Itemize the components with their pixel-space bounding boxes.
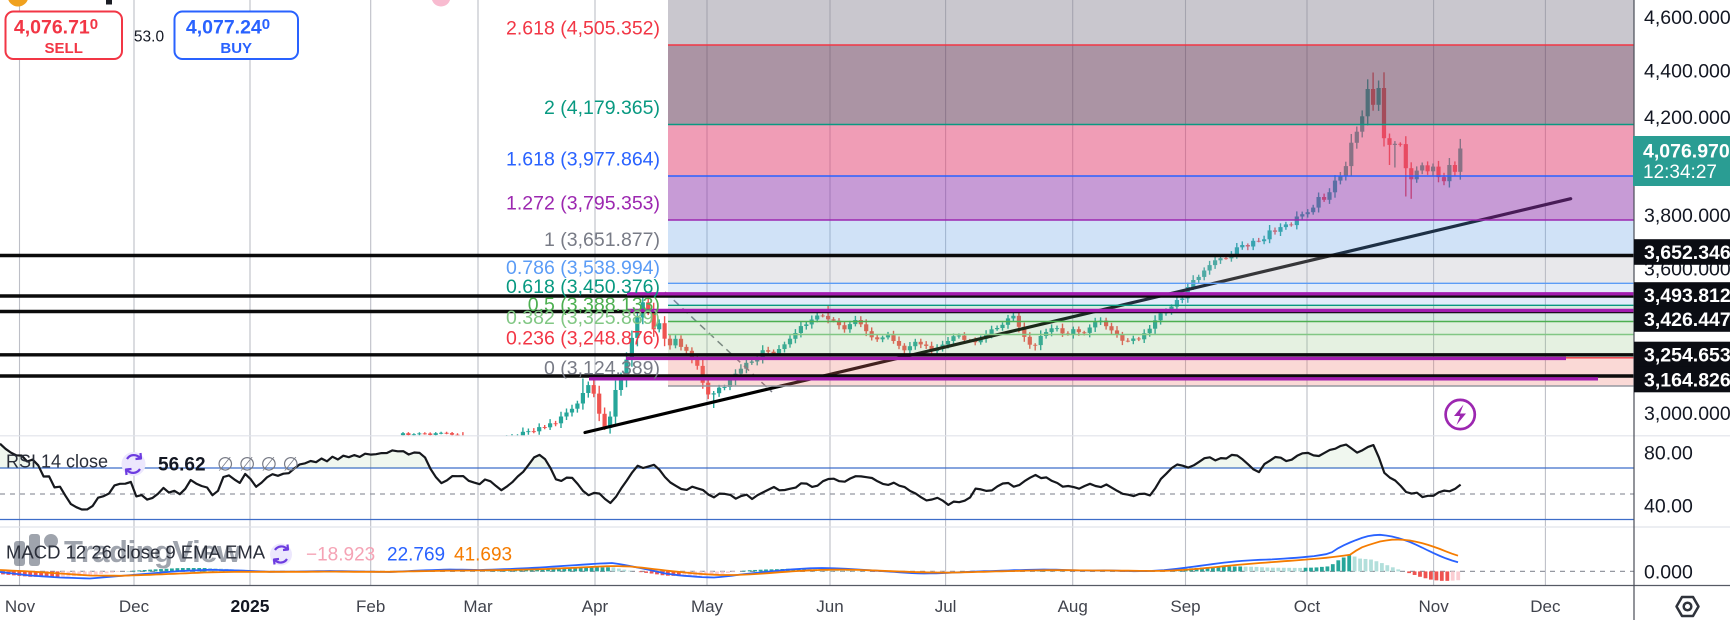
- svg-text:3,426.447: 3,426.447: [1644, 309, 1730, 331]
- svg-text:Apr: Apr: [582, 597, 609, 616]
- svg-text:BUY: BUY: [220, 40, 252, 57]
- svg-text:2 (4,179.365): 2 (4,179.365): [544, 97, 660, 119]
- svg-text:∅ ∅ ∅ ∅: ∅ ∅ ∅ ∅: [217, 455, 299, 476]
- svg-text:Sep: Sep: [1170, 597, 1200, 616]
- svg-text:1.618 (3,977.864): 1.618 (3,977.864): [506, 149, 660, 171]
- svg-text:3,493.812: 3,493.812: [1644, 285, 1730, 307]
- svg-text:Mar: Mar: [463, 597, 493, 616]
- svg-text:2.618 (4,505.352): 2.618 (4,505.352): [506, 18, 660, 40]
- svg-text:3,800.000: 3,800.000: [1644, 205, 1730, 227]
- svg-text:4,200.000: 4,200.000: [1644, 107, 1730, 129]
- svg-text:1.272 (3,795.353): 1.272 (3,795.353): [506, 193, 660, 215]
- svg-text:Nov: Nov: [1418, 597, 1449, 616]
- svg-text:4,076.710: 4,076.710: [14, 16, 98, 39]
- svg-text:May: May: [691, 597, 724, 616]
- svg-text:1 (3,651.877): 1 (3,651.877): [544, 229, 660, 251]
- svg-text:Dec: Dec: [119, 597, 150, 616]
- svg-text:0 (3,124.389): 0 (3,124.389): [544, 358, 660, 380]
- svg-text:SELL: SELL: [45, 40, 83, 57]
- svg-text:MACD 12 26 close 9 EMA EMA: MACD 12 26 close 9 EMA EMA: [6, 542, 266, 563]
- svg-text:2025: 2025: [231, 596, 270, 616]
- svg-text:3,652.346: 3,652.346: [1644, 242, 1730, 264]
- svg-text:4,600.000: 4,600.000: [1644, 7, 1730, 29]
- svg-text:0.382 (3,325.889): 0.382 (3,325.889): [506, 307, 660, 329]
- svg-text:41.693: 41.693: [454, 545, 512, 566]
- svg-text:12:34:27: 12:34:27: [1643, 162, 1717, 183]
- svg-text:Feb: Feb: [356, 597, 385, 616]
- svg-text:Jul: Jul: [935, 597, 957, 616]
- svg-text:−18.923: −18.923: [306, 545, 375, 566]
- svg-text:Oct: Oct: [1294, 597, 1321, 616]
- svg-text:3,000.000: 3,000.000: [1644, 403, 1730, 425]
- svg-text:Nov: Nov: [5, 597, 36, 616]
- svg-text:3,254.653: 3,254.653: [1644, 345, 1730, 367]
- svg-text:22.769: 22.769: [387, 545, 445, 566]
- svg-text:4,400.000: 4,400.000: [1644, 61, 1730, 83]
- svg-text:0.000: 0.000: [1644, 562, 1693, 584]
- svg-text:4,076.970: 4,076.970: [1643, 141, 1730, 163]
- svg-text:Jun: Jun: [816, 597, 843, 616]
- svg-text:56.62: 56.62: [158, 455, 206, 476]
- svg-text:4,077.240: 4,077.240: [186, 16, 270, 39]
- svg-text:80.00: 80.00: [1644, 443, 1693, 465]
- svg-text:Dec: Dec: [1530, 597, 1561, 616]
- svg-text:40.00: 40.00: [1644, 496, 1693, 518]
- svg-text:53.0: 53.0: [134, 29, 165, 46]
- svg-text:3,164.826: 3,164.826: [1644, 370, 1730, 392]
- svg-text:Aug: Aug: [1058, 597, 1088, 616]
- svg-text:0.236 (3,248.876): 0.236 (3,248.876): [506, 328, 660, 350]
- svg-text:RSI 14 close: RSI 14 close: [6, 452, 108, 472]
